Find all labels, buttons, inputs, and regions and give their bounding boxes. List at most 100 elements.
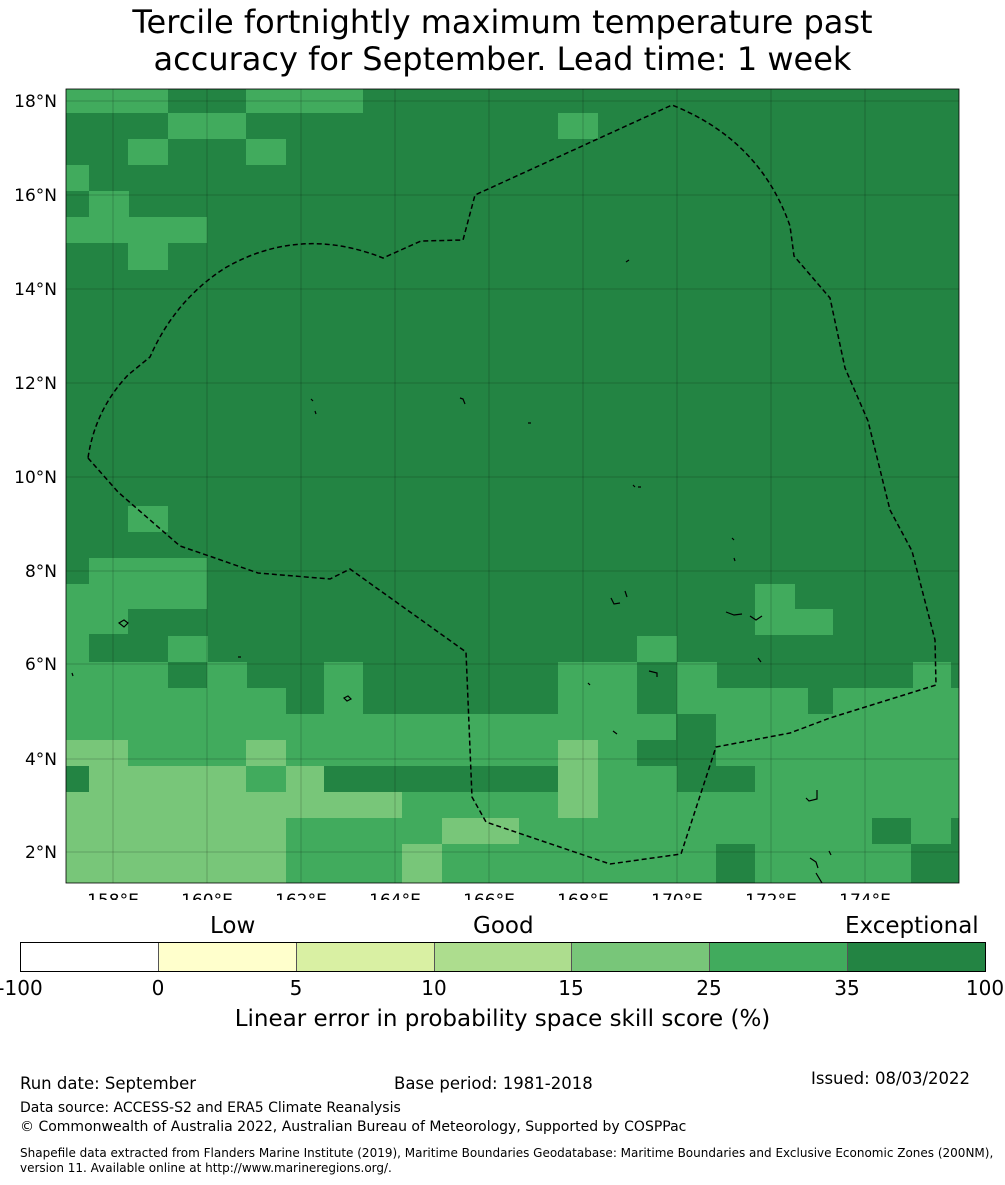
shapefile-credit-line-1: Shapefile data extracted from Flanders M… [20, 1146, 994, 1160]
lat-tick-label: 18°N [14, 92, 57, 112]
skill-cell [402, 844, 442, 883]
lat-tick-label: 14°N [14, 280, 57, 300]
skill-cell [66, 89, 168, 113]
skill-cell [558, 688, 637, 714]
colorbar-tick: -100 [0, 976, 43, 1000]
skill-cell [207, 662, 247, 688]
skill-cell [677, 714, 716, 766]
colorbar-tick: 5 [289, 976, 303, 1000]
skill-cell [168, 113, 246, 139]
lat-tick-label: 4°N [25, 750, 57, 770]
skill-cell [755, 584, 795, 609]
copyright: © Commonwealth of Australia 2022, Austra… [20, 1119, 687, 1135]
colorbar-tick: 0 [151, 976, 165, 1000]
skill-cell [128, 506, 168, 532]
skill-cell [66, 740, 128, 766]
skill-cell [911, 844, 959, 870]
skill-cell [677, 688, 808, 714]
skill-cell [66, 634, 89, 662]
skill-cell [755, 766, 959, 792]
colorbar-tick: 15 [558, 976, 584, 1000]
skill-cell [755, 844, 911, 883]
eez-boundary [87, 104, 937, 865]
skill-cell [66, 792, 324, 818]
lat-tick-label: 16°N [14, 186, 57, 206]
colorbar-label: Linear error in probability space skill … [234, 1006, 771, 1032]
lat-tick-label: 2°N [25, 843, 57, 863]
colorbar-segment-7 [848, 943, 985, 971]
skill-cell [66, 688, 286, 714]
lon-tick-label: 174°E [839, 891, 891, 900]
skill-cell [168, 636, 208, 662]
skill-cell [286, 688, 324, 714]
skill-cell [286, 766, 324, 792]
colorbar [20, 942, 986, 972]
graticule [66, 89, 959, 883]
lon-tick-label: 160°E [181, 891, 233, 900]
skill-cell [637, 740, 677, 766]
lat-tick-label: 8°N [25, 562, 57, 582]
skill-cell [168, 766, 246, 792]
skill-cell [89, 558, 207, 584]
skill-cell [558, 740, 598, 818]
lon-tick-label: 158°E [87, 891, 139, 900]
lon-tick-label: 168°E [557, 891, 609, 900]
colorbar-segment-4 [435, 943, 572, 971]
skill-cell [66, 662, 168, 688]
data-source: Data source: ACCESS-S2 and ERA5 Climate … [20, 1100, 401, 1116]
map-frame [65, 88, 960, 884]
map-title-line-2: accuracy for September. Lead time: 1 wee… [153, 40, 852, 78]
colorbar-tick: 35 [834, 976, 860, 1000]
skill-cell [833, 688, 959, 714]
colorbar-tick: 25 [696, 976, 722, 1000]
skill-cells [66, 89, 959, 883]
skill-cell [677, 662, 717, 688]
colorbar-segment-5 [572, 943, 710, 971]
skill-cell [637, 636, 677, 662]
skill-cell [755, 792, 959, 818]
skill-cell [66, 217, 207, 243]
skill-cell [716, 844, 755, 870]
legend-category-good: Good [473, 913, 534, 939]
skill-cell [677, 766, 755, 792]
colorbar-segment-3 [297, 943, 435, 971]
axis-ticks: 158°E 160°E 162°E 164°E 166°E 168°E 170°E 172°E… [14, 92, 891, 900]
legend-category-low: Low [210, 913, 256, 939]
map-title-line-1: Tercile fortnightly maximum temperature … [132, 3, 873, 41]
skill-cell [286, 844, 402, 883]
skill-cell [637, 688, 677, 714]
skill-cell [246, 139, 286, 165]
colorbar-segment-2 [159, 943, 297, 971]
skill-cell [558, 662, 637, 688]
atoll-outlines [71, 259, 832, 883]
skill-cell [66, 714, 676, 740]
skill-cell [324, 688, 363, 714]
skill-cell [168, 662, 207, 688]
skill-cell [66, 584, 207, 609]
skill-cell [951, 818, 959, 844]
colorbar-tick: 100 [965, 976, 1005, 1000]
skill-cell [128, 243, 168, 270]
skill-cell [519, 818, 872, 844]
skill-cell [833, 714, 959, 740]
lon-tick-label: 166°E [463, 891, 515, 900]
skill-cell [911, 818, 951, 844]
skill-cell [716, 740, 959, 766]
skill-cell [324, 662, 363, 688]
shapefile-credit-line-2: version 11. Available online at http://w… [20, 1161, 392, 1175]
skill-cell [246, 89, 363, 113]
colorbar-segment-1 [21, 943, 159, 971]
skill-cell [89, 766, 168, 792]
colorbar-segment-6 [710, 943, 848, 971]
lon-tick-label: 172°E [745, 891, 797, 900]
skill-cell [286, 818, 442, 844]
lon-tick-label: 164°E [369, 891, 421, 900]
lon-tick-label: 170°E [651, 891, 703, 900]
lat-tick-label: 10°N [14, 468, 57, 488]
skill-map: 158°E 160°E 162°E 164°E 166°E 168°E 170°E 172°E… [14, 88, 960, 900]
skill-cell [66, 818, 286, 883]
skill-cell [442, 818, 519, 844]
colorbar-tick: 10 [421, 976, 447, 1000]
skill-cell [872, 818, 911, 844]
skill-cell [66, 165, 89, 191]
